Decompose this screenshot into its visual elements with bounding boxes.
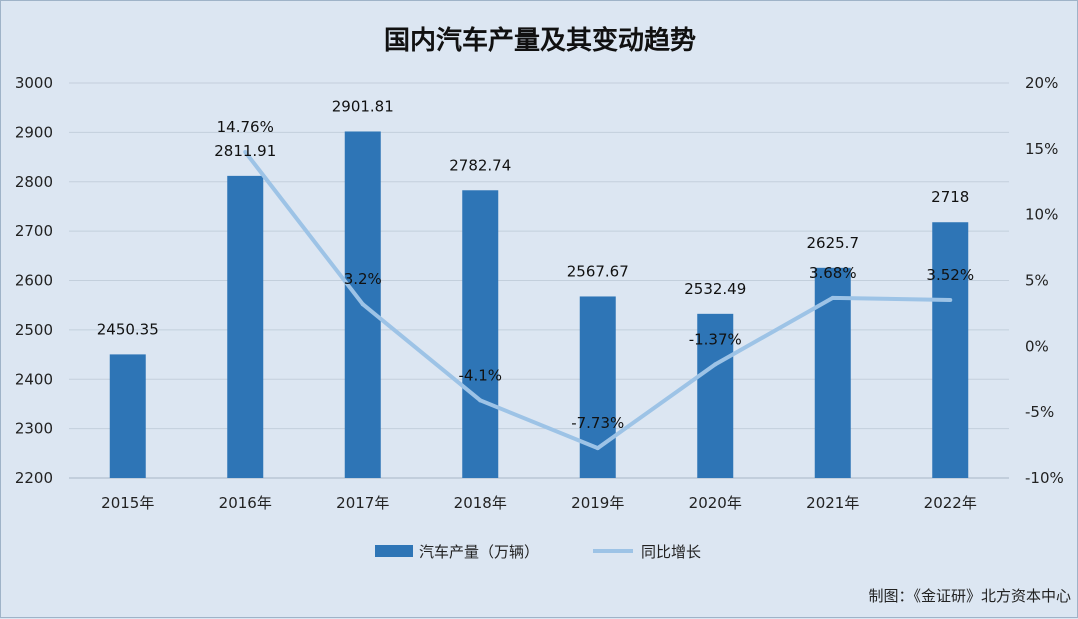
y-right-tick-label: 15% [1025,140,1058,158]
line-data-label: -7.73% [571,414,624,432]
y-left-tick-label: 2300 [15,420,53,438]
legend-bar-label: 汽车产量（万辆） [419,543,539,561]
legend: 汽车产量（万辆） 同比增长 [375,543,701,561]
bar [579,296,616,478]
chart-title: 国内汽车产量及其变动趋势 [384,25,696,56]
x-tick-label: 2020年 [689,494,742,512]
bar-data-label: 2567.67 [567,262,629,280]
x-tick-label: 2016年 [219,494,272,512]
y-right-tick-label: -10% [1025,469,1064,487]
line-point [478,398,483,403]
line-point [830,295,835,300]
line-data-label: 3.52% [926,266,974,284]
x-axis: 2015年 2016年 2017年 2018年 2019年 2020年 2021年 2022年 [101,494,977,512]
y-left-tick-label: 2900 [15,123,53,141]
y-axis-left: 2200 2300 2400 2500 2600 2700 2800 2900 3000 [15,74,53,487]
x-tick-label: 2021年 [806,494,859,512]
line-data-label: -1.37% [689,330,742,348]
x-tick-label: 2019年 [571,494,624,512]
y-right-tick-label: -5% [1025,403,1054,421]
line-data-label: 3.2% [344,270,382,288]
line-data-label: -4.1% [458,366,502,384]
bar [462,190,499,478]
bar-data-label: 2718 [931,188,969,206]
bar-data-label: 2811.91 [214,142,276,160]
bar [697,313,734,478]
bar-data-label: 2901.81 [332,97,394,115]
line-point [595,446,600,451]
bar-data-label: 2450.35 [97,320,159,338]
bar-data-label: 2625.7 [807,234,860,252]
y-axis-right: -10% -5% 0% 5% 10% 15% 20% [1025,74,1064,487]
y-right-tick-label: 10% [1025,206,1058,224]
bar-data-label: 2782.74 [449,156,511,174]
y-right-tick-label: 20% [1025,74,1058,92]
line-data-label: 3.68% [809,264,857,282]
y-left-tick-label: 2800 [15,173,53,191]
bar [109,354,146,478]
data-labels: 2450.35 2811.91 2901.81 2782.74 2567.67 2532.… [97,97,974,432]
y-left-tick-label: 3000 [15,74,53,92]
bar [932,222,969,478]
line-point [713,362,718,367]
y-left-tick-label: 2400 [15,370,53,388]
line-point [243,149,248,154]
x-tick-label: 2015年 [101,494,154,512]
source-note: 制图：《金证研》北方资本中心 [868,587,1071,605]
y-left-tick-label: 2600 [15,272,53,290]
y-right-tick-label: 5% [1025,272,1049,290]
bar-data-label: 2532.49 [684,280,746,298]
x-tick-label: 2017年 [336,494,389,512]
y-left-tick-label: 2700 [15,222,53,240]
bar [227,175,264,478]
gridlines [69,82,1009,479]
y-left-tick-label: 2200 [15,469,53,487]
y-right-tick-label: 0% [1025,337,1049,355]
y-left-tick-label: 2500 [15,321,53,339]
x-tick-label: 2018年 [454,494,507,512]
line-data-label: 14.76% [217,118,274,136]
legend-line-label: 同比增长 [641,543,701,561]
x-tick-label: 2022年 [924,494,977,512]
line-point [948,297,953,302]
line-point [360,302,365,307]
line-series [243,149,953,451]
legend-bar-swatch [375,545,413,557]
